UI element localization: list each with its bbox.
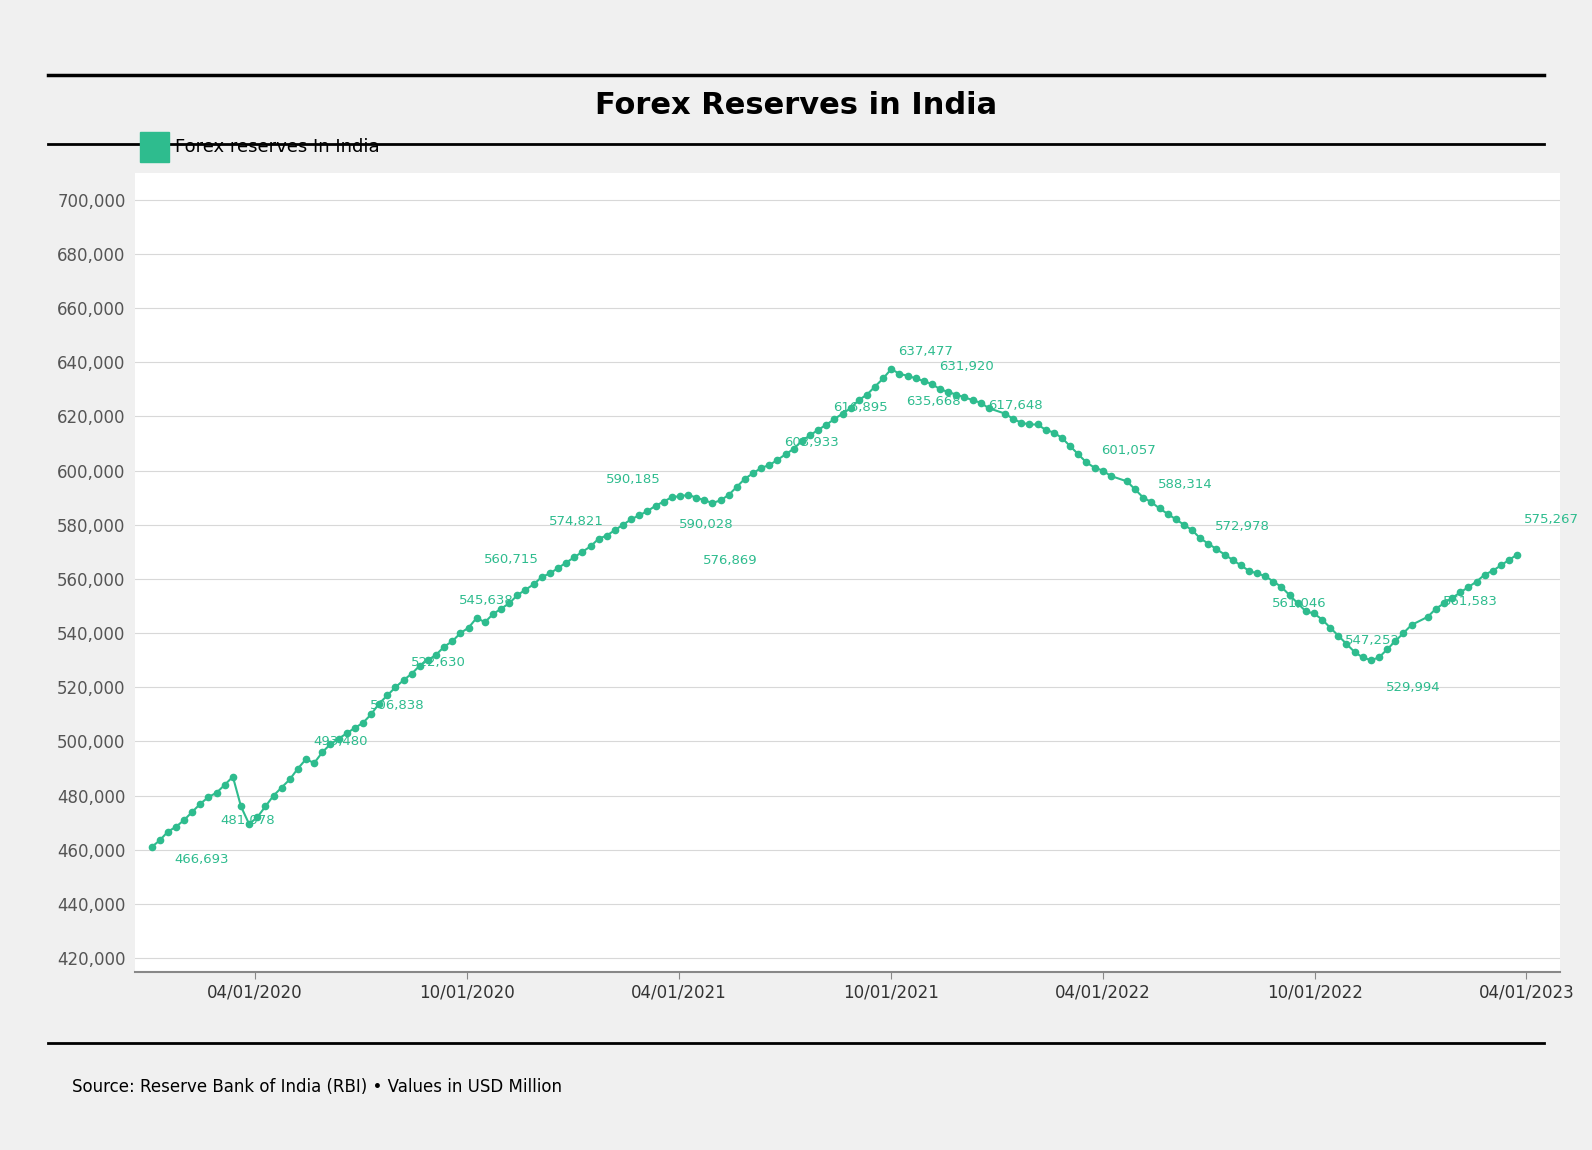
- Text: 631,920: 631,920: [939, 360, 993, 373]
- Text: 522,630: 522,630: [411, 656, 465, 669]
- Text: Source: Reserve Bank of India (RBI) • Values in USD Million: Source: Reserve Bank of India (RBI) • Va…: [72, 1078, 562, 1096]
- Text: 588,314: 588,314: [1159, 478, 1213, 491]
- Text: 561,583: 561,583: [1442, 596, 1498, 608]
- Text: 590,028: 590,028: [678, 519, 734, 531]
- Text: 576,869: 576,869: [704, 554, 758, 567]
- Text: 575,267: 575,267: [1524, 513, 1579, 527]
- Text: Forex reserves In India: Forex reserves In India: [175, 138, 380, 156]
- Text: 574,821: 574,821: [549, 515, 603, 528]
- Text: 466,693: 466,693: [175, 852, 229, 866]
- Text: Forex Reserves in India: Forex Reserves in India: [595, 91, 997, 121]
- Text: 506,838: 506,838: [369, 699, 425, 712]
- Text: 529,994: 529,994: [1387, 681, 1441, 695]
- Text: 616,895: 616,895: [833, 400, 888, 414]
- Text: 561,046: 561,046: [1272, 597, 1326, 610]
- Text: 590,185: 590,185: [605, 473, 661, 486]
- Text: 617,648: 617,648: [987, 399, 1043, 412]
- Text: 493,480: 493,480: [314, 735, 368, 748]
- Text: 481,078: 481,078: [221, 813, 275, 827]
- Text: 545,638: 545,638: [458, 593, 514, 607]
- Text: 547,252: 547,252: [1345, 635, 1401, 647]
- Text: 572,978: 572,978: [1215, 520, 1270, 532]
- Text: 637,477: 637,477: [898, 345, 954, 358]
- Text: 560,715: 560,715: [484, 553, 538, 566]
- Text: 635,668: 635,668: [906, 394, 962, 408]
- Text: 603,933: 603,933: [785, 436, 839, 449]
- Text: 601,057: 601,057: [1102, 444, 1156, 457]
